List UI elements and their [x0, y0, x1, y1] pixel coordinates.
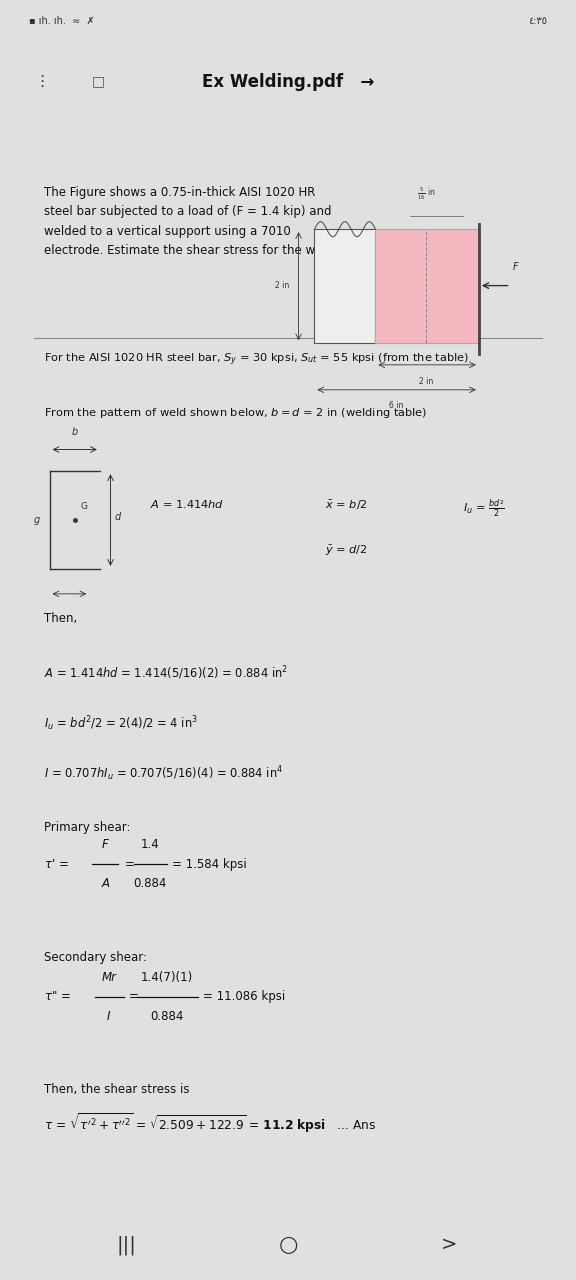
Text: $A$ = 1.414$hd$: $A$ = 1.414$hd$ [150, 498, 225, 511]
Text: ○: ○ [278, 1235, 298, 1254]
Text: G: G [80, 502, 88, 511]
Text: 2 in: 2 in [419, 378, 433, 387]
Bar [376, 229, 479, 343]
Text: $I_u$ = $\frac{bd^2}{2}$: $I_u$ = $\frac{bd^2}{2}$ [463, 498, 505, 518]
Text: ▪ ıh. ıh.  ≈  ✗: ▪ ıh. ıh. ≈ ✗ [29, 17, 94, 27]
Text: 0.884: 0.884 [150, 1010, 184, 1023]
Text: Then,: Then, [44, 612, 78, 626]
Text: □: □ [92, 74, 105, 88]
Text: =: = [129, 989, 139, 1004]
Text: Secondary shear:: Secondary shear: [44, 951, 147, 964]
Text: b: b [71, 428, 78, 438]
Text: 1.4: 1.4 [141, 838, 160, 851]
Text: >: > [441, 1235, 457, 1254]
Text: d: d [114, 512, 120, 522]
Text: A: A [101, 877, 109, 890]
Bar [314, 229, 376, 343]
Text: =: = [125, 858, 135, 870]
Text: $I$ = 0.707$hI_u$ = 0.707(5/16)(4) = 0.884 in$^4$: $I$ = 0.707$hI_u$ = 0.707(5/16)(4) = 0.8… [44, 764, 283, 783]
Text: = 11.086 kpsi: = 11.086 kpsi [203, 989, 286, 1004]
Text: The Figure shows a 0.75-in-thick AISI 1020 HR
steel bar subjected to a load of (: The Figure shows a 0.75-in-thick AISI 10… [44, 186, 337, 257]
Text: 2 in: 2 in [275, 282, 289, 291]
Text: For the AISI 1020 HR steel bar, $S_y$ = 30 kpsi, $S_{ut}$ = 55 kpsi (from the ta: For the AISI 1020 HR steel bar, $S_y$ = … [44, 352, 469, 369]
Text: $\tau$ = $\sqrt{\tau'^2 + \tau''^2}$ = $\sqrt{2.509 + 122.9}$ = $\mathbf{11.2\ k: $\tau$ = $\sqrt{\tau'^2 + \tau''^2}$ = $… [44, 1112, 377, 1135]
Text: From the pattern of weld shown below, $b = d$ = 2 in (welding table): From the pattern of weld shown below, $b… [44, 406, 427, 420]
Text: g: g [33, 515, 40, 525]
Text: $\bar{x}$ = $b$/2: $\bar{x}$ = $b$/2 [325, 498, 367, 512]
Text: Primary shear:: Primary shear: [44, 820, 131, 833]
Text: ٤:٣٥: ٤:٣٥ [528, 17, 547, 27]
Text: Ex Welding.pdf   →: Ex Welding.pdf → [202, 73, 374, 91]
Text: F: F [513, 262, 519, 273]
Text: Mr: Mr [101, 970, 116, 983]
Text: 6 in: 6 in [389, 401, 404, 411]
Text: 0.884: 0.884 [134, 877, 167, 890]
Text: $\bar{y}$ = $d$/2: $\bar{y}$ = $d$/2 [325, 544, 367, 558]
Text: I: I [107, 1010, 111, 1023]
Text: $I_u$ = $bd^2$/2 = 2(4)/2 = 4 in$^3$: $I_u$ = $bd^2$/2 = 2(4)/2 = 4 in$^3$ [44, 714, 198, 733]
Text: $\tau$' =: $\tau$' = [44, 858, 69, 870]
Text: ⋮: ⋮ [35, 74, 50, 90]
Text: = 1.584 kpsi: = 1.584 kpsi [172, 858, 247, 870]
Text: $A$ = 1.414$hd$ = 1.414(5/16)(2) = 0.884 in$^2$: $A$ = 1.414$hd$ = 1.414(5/16)(2) = 0.884… [44, 664, 289, 682]
Text: |||: ||| [117, 1235, 137, 1254]
Text: 1.4(7)(1): 1.4(7)(1) [141, 970, 194, 983]
Text: $\tau$" =: $\tau$" = [44, 989, 71, 1004]
Text: $\frac{5}{16}$ in: $\frac{5}{16}$ in [416, 187, 435, 202]
Text: Then, the shear stress is: Then, the shear stress is [44, 1083, 190, 1097]
Text: F: F [102, 838, 108, 851]
